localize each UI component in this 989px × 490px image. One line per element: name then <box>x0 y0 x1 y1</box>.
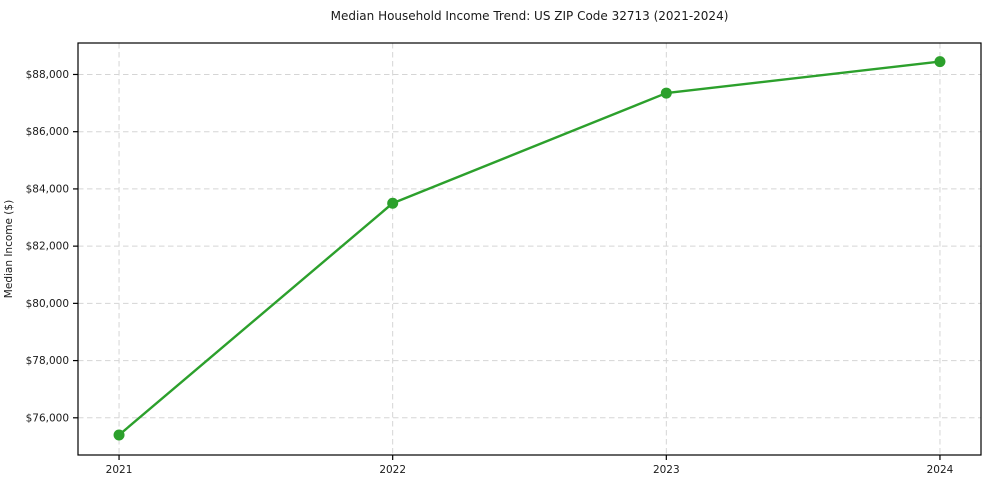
income-trend-line <box>117 60 942 437</box>
y-tick-label: $84,000 <box>26 183 69 195</box>
chart-title: Median Household Income Trend: US ZIP Co… <box>330 9 729 23</box>
x-tick-label: 2021 <box>106 464 133 476</box>
data-point-marker <box>387 197 399 209</box>
y-tick-label: $80,000 <box>26 298 69 310</box>
y-tick-label: $82,000 <box>26 241 69 253</box>
y-tick-label: $76,000 <box>26 412 69 424</box>
data-point-marker <box>113 429 125 441</box>
x-tick-label: 2022 <box>379 464 406 476</box>
y-tick-label: $88,000 <box>26 69 69 81</box>
y-tick-label: $86,000 <box>26 126 69 138</box>
data-point-marker <box>934 56 946 68</box>
x-tick-label: 2024 <box>927 464 954 476</box>
plot-frame <box>77 42 982 456</box>
data-point-marker <box>660 87 672 99</box>
y-tick-label: $78,000 <box>26 355 69 367</box>
x-tick-label: 2023 <box>653 464 680 476</box>
